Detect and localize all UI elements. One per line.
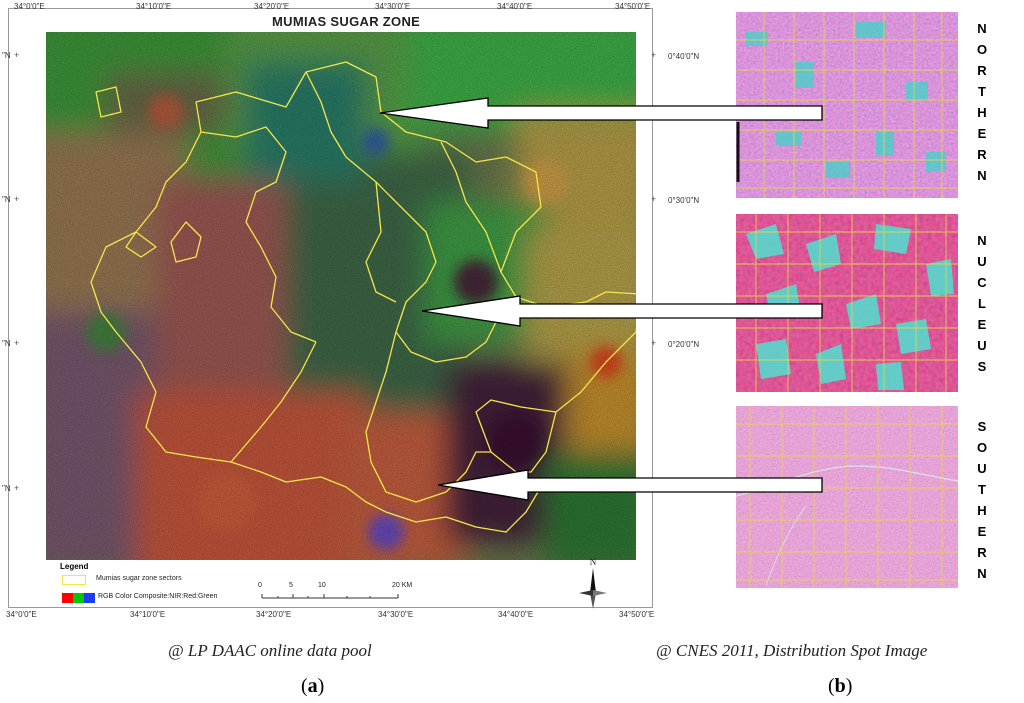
lat-label-left: "N xyxy=(2,339,11,348)
sector-letter: U xyxy=(977,338,987,353)
sector-letter: R xyxy=(977,147,987,162)
lon-label-bottom: 34°20'0"E xyxy=(256,610,292,619)
sector-letter: E xyxy=(977,317,987,332)
sector-letter: H xyxy=(977,105,987,120)
panel-label-a-text: a xyxy=(307,675,318,697)
lat-label-right: 0°20'0"N xyxy=(668,340,700,349)
panel-label-b: (b) xyxy=(828,675,853,697)
sector-letter: R xyxy=(977,63,987,78)
sector-letter: T xyxy=(978,482,986,497)
scale-tick-label: 5 xyxy=(289,582,293,589)
grid-tick: + xyxy=(14,483,20,493)
scale-tick-label: 20 KM xyxy=(392,582,413,589)
lat-label-right: 0°40'0"N xyxy=(668,52,700,61)
lon-label-bottom: 34°40'0"E xyxy=(498,610,534,619)
sector-letter: E xyxy=(977,126,987,141)
legend-rgb-swatch xyxy=(62,593,95,603)
grid-tick: + xyxy=(651,50,657,60)
legend-zone-label: Mumias sugar zone sectors xyxy=(96,575,182,582)
lat-label-right: 0°30'0"N xyxy=(668,196,700,205)
sector-letter: N xyxy=(977,168,987,183)
lon-label-top: 34°50'0"E xyxy=(615,2,651,11)
legend-title: Legend xyxy=(60,562,89,571)
sector-letter: N xyxy=(977,21,987,36)
lon-label-bottom: 34°10'0"E xyxy=(130,610,166,619)
sector-letter: L xyxy=(978,296,986,311)
lon-label-bottom: 34°30'0"E xyxy=(378,610,414,619)
lon-label-bottom: 34°0'0"E xyxy=(6,610,37,619)
sector-letter: C xyxy=(977,275,987,290)
north-label: N xyxy=(590,557,597,567)
caption-b: @ CNES 2011, Distribution Spot Image xyxy=(656,641,928,660)
sector-letter: N xyxy=(977,566,987,581)
map-title: MUMIAS SUGAR ZONE xyxy=(272,14,421,29)
lat-label-left: "N xyxy=(2,195,11,204)
landsat-composite-image xyxy=(46,32,636,560)
lon-label-top: 34°40'0"E xyxy=(497,2,533,11)
sector-letter: O xyxy=(976,42,988,57)
spot-image-southern xyxy=(736,406,958,588)
sector-letter: S xyxy=(977,359,987,374)
sector-letter: H xyxy=(977,503,987,518)
arrow-southern xyxy=(437,469,823,501)
lon-label-top: 34°10'0"E xyxy=(136,2,172,11)
grid-tick: + xyxy=(14,338,20,348)
legend-zone-swatch xyxy=(62,575,86,585)
legend-rgb-label: RGB Color Composite:NIR:Red:Green xyxy=(98,593,218,600)
lat-label-left: "N xyxy=(2,484,11,493)
grid-tick: + xyxy=(14,194,20,204)
sector-letter: T xyxy=(978,84,986,99)
lon-label-top: 34°30'0"E xyxy=(375,2,411,11)
panel-label-a: (a) xyxy=(301,675,325,697)
grid-tick: + xyxy=(651,194,657,204)
sector-letter: U xyxy=(977,254,987,269)
sector-letter: E xyxy=(977,524,987,539)
panel-label-b-text: b xyxy=(834,675,846,697)
arrow-nucleus xyxy=(421,295,823,327)
lon-label-top: 34°20'0"E xyxy=(254,2,290,11)
scale-bar-graphic xyxy=(261,594,399,599)
scale-tick-label: 0 xyxy=(258,582,262,589)
lon-label-bottom: 34°50'0"E xyxy=(619,610,655,619)
sector-letter: O xyxy=(976,440,988,455)
sector-letter: U xyxy=(977,461,987,476)
spot-image-northern xyxy=(736,12,958,198)
caption-a: @ LP DAAC online data pool xyxy=(168,641,372,660)
arrow-northern xyxy=(379,97,823,129)
lon-label-top: 34°0'0"E xyxy=(14,2,45,11)
lat-label-left: "N xyxy=(2,51,11,60)
spot-image-nucleus xyxy=(736,214,958,392)
grid-tick: + xyxy=(14,50,20,60)
map-legend: Legend Mumias sugar zone sectors RGB Col… xyxy=(50,562,640,607)
scale-tick-label: 10 xyxy=(318,582,326,589)
sector-letter: S xyxy=(977,419,987,434)
sector-letter: R xyxy=(977,545,987,560)
sector-letter: N xyxy=(977,233,987,248)
grid-tick: + xyxy=(651,338,657,348)
north-arrow: N xyxy=(575,555,611,614)
